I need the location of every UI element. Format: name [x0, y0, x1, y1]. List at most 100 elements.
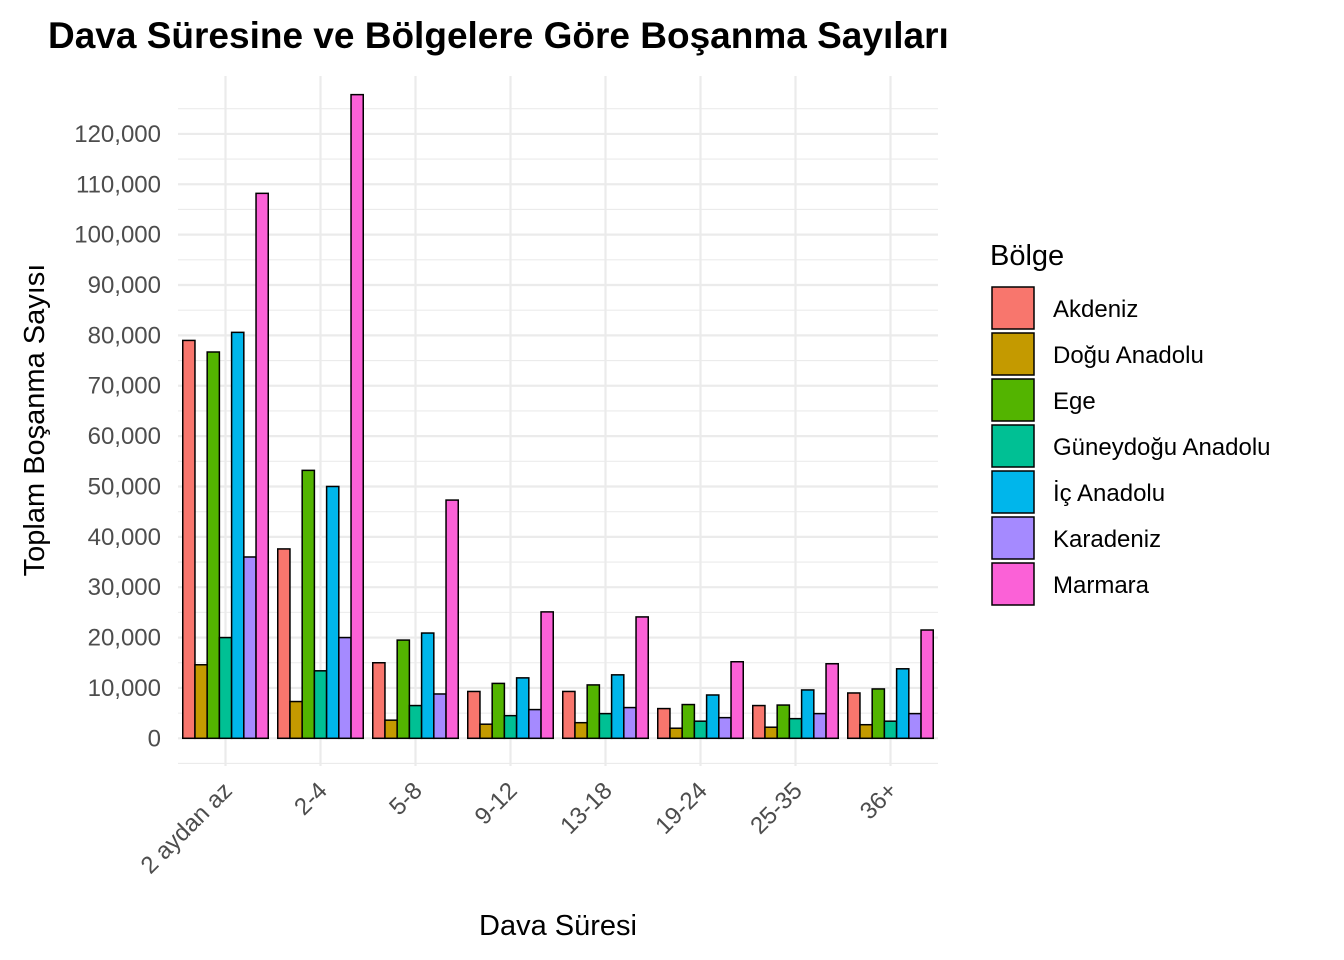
legend-swatch-ege — [991, 378, 1035, 422]
bar-güneydoğu-anadolu-3 — [503, 714, 518, 740]
x-tick-label: 2-4 — [289, 777, 333, 821]
bar-marmara-4 — [635, 616, 649, 740]
x-axis-ticks: 2 aydan az 2-4 5-8 9-12 13-18 19-24 25-35 36+ — [136, 777, 903, 879]
bar-güneydoğu-anadolu-2 — [408, 704, 423, 740]
y-tick-label: 120,000 — [74, 121, 161, 148]
y-tick-label: 50,000 — [88, 473, 161, 500]
bar-akdeniz-7 — [847, 692, 861, 740]
bar-marmara-7 — [920, 629, 934, 740]
y-tick-label: 0 — [148, 725, 161, 752]
x-tick-label: 25-35 — [745, 777, 808, 840]
y-tick-label: 70,000 — [88, 373, 161, 400]
bar-i̇ç-anadolu-2 — [420, 632, 435, 740]
legend-swatch-güneydoğu-anadolu — [991, 424, 1035, 468]
bar-marmara-6 — [825, 663, 839, 740]
legend-swatch-akdeniz — [991, 286, 1035, 330]
bar-akdeniz-2 — [372, 662, 386, 740]
bar-karadeniz-5 — [718, 716, 732, 740]
bar-i̇ç-anadolu-7 — [895, 668, 910, 740]
bar-güneydoğu-anadolu-7 — [883, 720, 898, 740]
bar-i̇ç-anadolu-6 — [800, 689, 815, 740]
legend-items: Akdeniz Doğu Anadolu Ege Güneydoğu Anadolu İ… — [991, 286, 1271, 606]
legend-label: Karadeniz — [1053, 526, 1161, 553]
bar-doğu-anadolu-0 — [194, 664, 208, 740]
legend-label: İç Anadolu — [1053, 480, 1165, 507]
bar-ege-0 — [206, 351, 221, 740]
bar-ege-3 — [491, 682, 506, 740]
bar-karadeniz-4 — [623, 706, 637, 740]
bar-doğu-anadolu-1 — [289, 700, 303, 740]
bar-akdeniz-6 — [752, 704, 766, 740]
bar-güneydoğu-anadolu-4 — [598, 712, 613, 740]
bar-güneydoğu-anadolu-0 — [218, 636, 233, 740]
bar-i̇ç-anadolu-4 — [610, 674, 625, 740]
legend-title: Bölge — [990, 240, 1064, 272]
chart-title: Dava Süresine ve Bölgelere Göre Boşanma … — [48, 15, 949, 56]
bar-karadeniz-1 — [338, 636, 352, 740]
bar-doğu-anadolu-2 — [384, 719, 398, 740]
legend-label: Güneydoğu Anadolu — [1053, 434, 1271, 461]
legend-swatch-i̇ç-anadolu — [991, 470, 1035, 514]
bar-akdeniz-5 — [657, 707, 671, 740]
y-tick-label: 40,000 — [88, 524, 161, 551]
y-tick-label: 80,000 — [88, 322, 161, 349]
bar-ege-5 — [681, 703, 696, 740]
grid — [178, 76, 938, 766]
bar-akdeniz-1 — [277, 548, 291, 740]
bar-doğu-anadolu-6 — [764, 726, 778, 740]
y-tick-label: 100,000 — [74, 222, 161, 249]
bar-i̇ç-anadolu-5 — [705, 694, 720, 740]
bar-karadeniz-6 — [813, 712, 827, 740]
x-tick-label: 5-8 — [384, 777, 428, 821]
legend-label: Ege — [1053, 388, 1096, 415]
x-tick-label: 2 aydan az — [136, 777, 238, 879]
bar-karadeniz-2 — [433, 693, 447, 740]
y-axis-ticks: 0 10,000 20,000 30,000 40,000 50,000 60,000 70,… — [74, 121, 161, 752]
bar-akdeniz-0 — [182, 339, 196, 740]
y-tick-label: 60,000 — [88, 423, 161, 450]
x-tick-label: 13-18 — [555, 777, 618, 840]
bar-doğu-anadolu-7 — [859, 723, 873, 740]
y-tick-label: 30,000 — [88, 574, 161, 601]
bar-ege-1 — [301, 469, 316, 740]
bar-marmara-5 — [730, 660, 744, 740]
bar-ege-7 — [871, 688, 886, 740]
legend-label: Marmara — [1053, 572, 1150, 599]
x-tick-label: 19-24 — [650, 777, 713, 840]
bar-akdeniz-4 — [562, 690, 576, 740]
bar-güneydoğu-anadolu-5 — [693, 720, 708, 740]
bar-ege-4 — [586, 684, 601, 740]
bar-akdeniz-3 — [467, 690, 481, 740]
legend: Bölge Akdeniz Doğu Anadolu Ege Güneydoğu An… — [990, 240, 1271, 606]
legend-swatch-karadeniz — [991, 516, 1035, 560]
x-axis-title: Dava Süresi — [479, 910, 637, 942]
bar-güneydoğu-anadolu-6 — [788, 717, 803, 740]
bar-i̇ç-anadolu-3 — [515, 677, 530, 740]
y-tick-label: 10,000 — [88, 675, 161, 702]
legend-swatch-doğu-anadolu — [991, 332, 1035, 376]
bar-i̇ç-anadolu-0 — [230, 331, 245, 740]
bar-marmara-0 — [255, 192, 269, 740]
bar-ege-2 — [396, 639, 411, 740]
legend-swatch-marmara — [991, 562, 1035, 606]
x-tick-label: 9-12 — [470, 777, 523, 830]
bar-karadeniz-3 — [528, 708, 542, 740]
y-tick-label: 20,000 — [88, 625, 161, 652]
bar-ege-6 — [776, 704, 791, 740]
bar-i̇ç-anadolu-1 — [325, 485, 340, 740]
bar-marmara-3 — [540, 611, 554, 740]
bar-karadeniz-7 — [908, 712, 922, 740]
bar-doğu-anadolu-5 — [669, 727, 683, 740]
y-tick-label: 110,000 — [76, 171, 161, 198]
bar-doğu-anadolu-3 — [479, 723, 493, 740]
bar-marmara-2 — [445, 499, 459, 740]
legend-label: Akdeniz — [1053, 296, 1138, 323]
x-tick-label: 36+ — [855, 777, 903, 825]
y-axis-title: Toplam Boşanma Sayısı — [19, 264, 51, 577]
bar-doğu-anadolu-4 — [574, 721, 588, 740]
bars — [182, 93, 934, 740]
legend-label: Doğu Anadolu — [1053, 342, 1204, 369]
bar-güneydoğu-anadolu-1 — [313, 670, 328, 740]
bar-marmara-1 — [350, 93, 364, 740]
